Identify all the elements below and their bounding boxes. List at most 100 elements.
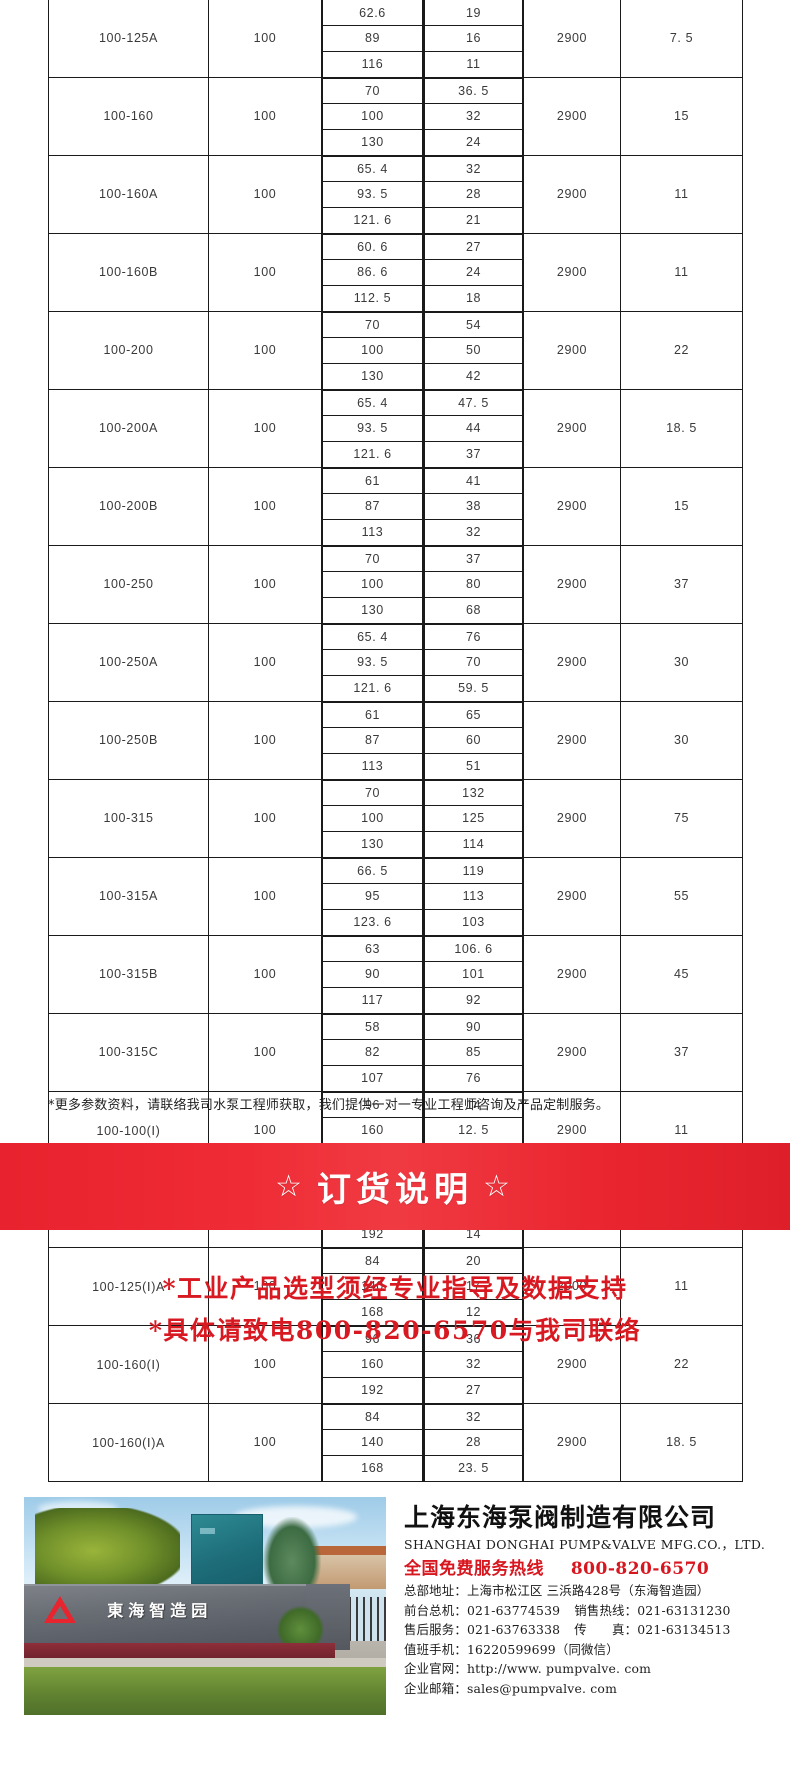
sales-label: 销售热线：	[574, 1602, 638, 1618]
cell-flow-group: 84 140 168	[321, 1246, 424, 1326]
red-hedge	[24, 1643, 336, 1661]
cell-power: 11	[620, 232, 743, 312]
cell-power: 30	[620, 700, 743, 780]
table-row: 100-160A 100 65. 4 93. 5 121. 6 32 28 21 2900 11	[48, 154, 743, 234]
cell-head: 76	[424, 1064, 523, 1091]
cell-head: 113	[424, 883, 523, 910]
cell-head: 37	[424, 440, 523, 467]
flow-subtable: 62.6 89 116	[322, 0, 423, 77]
cell-head: 65	[424, 701, 523, 728]
head-subtable: 32 28 21	[424, 155, 523, 233]
cell-flow: 113	[322, 752, 423, 779]
head-subtable: 65 60 51	[424, 701, 523, 779]
flow-subtable: 70 100 130	[322, 545, 423, 623]
palm-shrub	[277, 1606, 325, 1646]
cell-flow-group: 70 100 130	[321, 778, 424, 858]
cell-power: 15	[620, 76, 743, 156]
cell-flow-group: 58 82 107	[321, 1012, 424, 1092]
table-row: 100-200 100 70 100 130 54 50 42 2900 22	[48, 310, 743, 390]
cell-flow: 87	[322, 727, 423, 754]
website-value[interactable]: http://www. pumpvalve. com	[466, 1661, 652, 1676]
duty-label: 值班手机：	[404, 1641, 467, 1657]
cell-flow-group: 70 100 130	[321, 310, 424, 390]
cell-head: 42	[424, 362, 523, 389]
cell-head: 70	[424, 649, 523, 676]
star-right-icon: ☆	[483, 1168, 515, 1204]
cell-flow: 168	[322, 1454, 423, 1481]
cell-head-group: 76 70 59. 5	[423, 622, 524, 702]
company-footer: 東海智造园 上海东海泵阀制造有限公司 SHANGHAI DONGHAI PUMP…	[0, 1497, 790, 1732]
cell-rpm: 2900	[523, 622, 621, 702]
cell-model: 100-315B	[48, 934, 209, 1014]
cell-head: 37	[424, 545, 523, 572]
cell-rpm: 2900	[523, 1246, 621, 1326]
cell-flow-group: 61 87 113	[321, 466, 424, 546]
cell-head: 24	[424, 128, 523, 155]
cell-flow: 93. 5	[322, 649, 423, 676]
cell-model: 100-125A	[48, 0, 209, 78]
email-value[interactable]: sales@pumpvalve. com	[466, 1680, 618, 1696]
head-subtable: 119 113 103	[424, 857, 523, 935]
lawn	[24, 1667, 386, 1715]
factory-entrance-photo: 東海智造园	[24, 1497, 386, 1715]
service-label: 售后服务：	[404, 1622, 467, 1637]
notice-block: *工业产品选型须经专业指导及数据支持 *具体请致电800-820-6570与我司…	[0, 1268, 790, 1352]
star-left-icon: ☆	[275, 1168, 307, 1204]
cell-flow-group: 65. 4 93. 5 121. 6	[321, 154, 424, 234]
company-info: 上海东海泵阀制造有限公司 SHANGHAI DONGHAI PUMP&VALVE…	[404, 1497, 790, 1698]
flow-subtable: 61 87 113	[322, 701, 423, 779]
cell-flow: 70	[322, 311, 423, 338]
cell-head: 101	[424, 961, 523, 988]
cell-flow: 96	[322, 1325, 423, 1352]
table-row: 100-160B 100 60. 6 86. 6 112. 5 27 24 18 2900 11	[48, 232, 743, 312]
cell-rpm: 2900	[523, 700, 621, 780]
cell-diameter: 100	[208, 622, 322, 702]
cell-diameter: 100	[208, 856, 322, 936]
cell-flow-group: 84 140 168	[321, 1402, 424, 1482]
cell-rpm: 2900	[523, 778, 621, 858]
cell-head-group: 37 80 68	[423, 544, 524, 624]
cell-model: 100-160A	[48, 154, 209, 234]
cell-rpm: 2900	[523, 0, 621, 78]
cell-head: 18	[424, 284, 523, 311]
notice-line-2: *具体请致电800-820-6570与我司联络	[148, 1316, 642, 1345]
flow-subtable: 60. 6 86. 6 112. 5	[322, 233, 423, 311]
hotline-number: 800-820-6570	[570, 1559, 710, 1579]
table-row: 100-200B 100 61 87 113 41 38 32 2900 15	[48, 466, 743, 546]
head-subtable: 19 16 11	[424, 0, 523, 77]
cell-flow: 86. 6	[322, 259, 423, 286]
cell-flow: 168	[322, 1298, 423, 1325]
cell-power: 22	[620, 1324, 743, 1404]
cell-power: 45	[620, 934, 743, 1014]
cell-flow: 112. 5	[322, 284, 423, 311]
table-row: 100-200A 100 65. 4 93. 5 121. 6 47. 5 44 37 2900…	[48, 388, 743, 468]
cell-flow-group: 61 87 113	[321, 700, 424, 780]
cell-head-group: 19 16 11	[423, 0, 524, 78]
email-label: 企业邮箱：	[404, 1680, 467, 1696]
order-instructions-banner: ☆ 订货说明 ☆	[0, 1143, 790, 1230]
company-name-en: SHANGHAI DONGHAI PUMP&VALVE MFG.CO.，LTD.	[404, 1537, 766, 1552]
cell-flow: 140	[322, 1429, 423, 1456]
service-value: 021-63763338	[466, 1622, 561, 1637]
cell-head-group: 36 32 27	[423, 1324, 524, 1404]
cell-head-group: 36. 5 32 24	[423, 76, 524, 156]
cell-model: 100-160B	[48, 232, 209, 312]
cell-model: 100-125(Ⅰ)A	[48, 1246, 209, 1326]
cell-head: 28	[424, 181, 523, 208]
cell-head: 27	[424, 233, 523, 260]
cell-flow: 107	[322, 1064, 423, 1091]
cell-power: 11	[620, 1246, 743, 1326]
website-row: 企业官网：http://www. pumpvalve. com	[404, 1659, 790, 1679]
cell-flow: 130	[322, 362, 423, 389]
cell-flow: 116	[322, 51, 423, 77]
cell-flow-group: 62.6 89 116	[321, 0, 424, 78]
cell-rpm: 2900	[523, 388, 621, 468]
cell-head: 19	[424, 0, 523, 26]
cell-head: 14	[424, 1091, 523, 1118]
cell-power: 11	[620, 154, 743, 234]
cell-diameter: 100	[208, 388, 322, 468]
cell-head: 51	[424, 752, 523, 779]
cell-flow: 61	[322, 701, 423, 728]
service-fax-row: 售后服务：021-63763338 传 真：021-63134513	[404, 1620, 790, 1640]
cell-head: 24	[424, 259, 523, 286]
